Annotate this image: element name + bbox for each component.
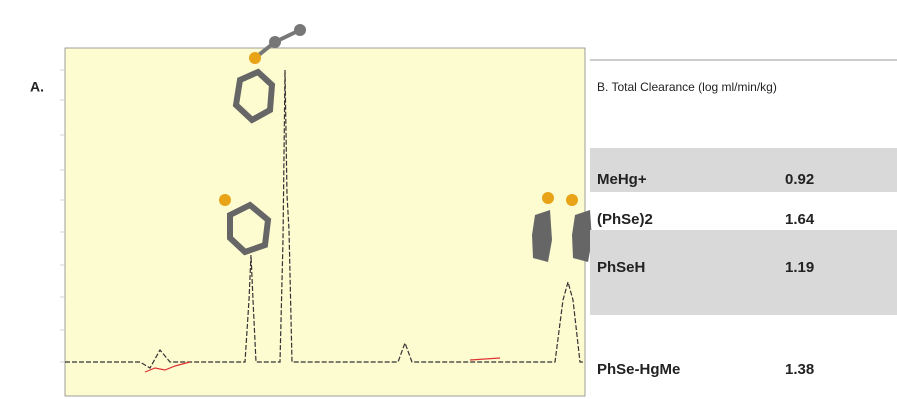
row-label: MeHg+: [597, 171, 647, 188]
row-value: 1.19: [785, 259, 814, 276]
row-label: (PhSe)2: [597, 211, 653, 228]
row-label: PhSeH: [597, 259, 645, 276]
row-value: 1.64: [785, 211, 815, 228]
row-value: 1.38: [785, 361, 814, 378]
panel-label: A.: [30, 79, 44, 95]
row-label: PhSe-HgMe: [597, 361, 680, 378]
axis-ticks: [60, 70, 65, 362]
figure: A. B. Total Clearance (log ml/min/kg) Me…: [0, 0, 897, 399]
table-title: B. Total Clearance (log ml/min/kg): [597, 80, 777, 94]
row-value: 0.92: [785, 171, 814, 188]
plot-area: [65, 48, 585, 396]
